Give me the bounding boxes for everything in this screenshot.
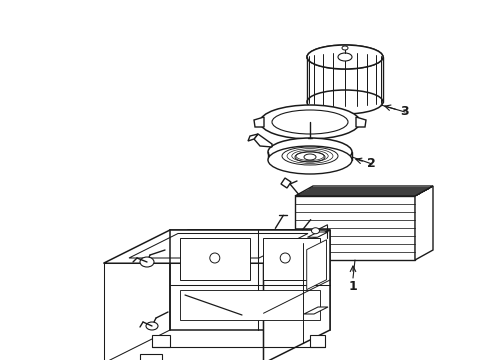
Ellipse shape xyxy=(307,45,383,69)
Polygon shape xyxy=(263,238,320,280)
Polygon shape xyxy=(129,234,308,258)
Polygon shape xyxy=(254,117,264,127)
Ellipse shape xyxy=(268,138,352,166)
Text: 2: 2 xyxy=(367,157,376,170)
Ellipse shape xyxy=(260,105,360,139)
Polygon shape xyxy=(151,335,170,347)
Polygon shape xyxy=(254,134,272,147)
Ellipse shape xyxy=(268,146,352,174)
Polygon shape xyxy=(281,178,291,188)
Ellipse shape xyxy=(272,110,348,134)
Polygon shape xyxy=(356,117,366,127)
Ellipse shape xyxy=(295,152,325,162)
Ellipse shape xyxy=(304,154,316,160)
Text: 1: 1 xyxy=(348,280,357,293)
Ellipse shape xyxy=(307,45,383,69)
Polygon shape xyxy=(180,238,250,280)
Polygon shape xyxy=(180,290,320,320)
Polygon shape xyxy=(415,186,433,260)
Polygon shape xyxy=(264,230,330,360)
Polygon shape xyxy=(304,307,328,314)
Text: 3: 3 xyxy=(400,104,409,117)
Ellipse shape xyxy=(140,257,154,267)
Ellipse shape xyxy=(146,322,158,330)
Polygon shape xyxy=(103,230,330,263)
Polygon shape xyxy=(295,196,415,260)
Ellipse shape xyxy=(280,253,290,263)
Polygon shape xyxy=(307,240,326,290)
Polygon shape xyxy=(295,186,433,196)
Ellipse shape xyxy=(307,90,383,114)
Ellipse shape xyxy=(210,253,220,263)
Ellipse shape xyxy=(282,147,338,165)
Ellipse shape xyxy=(312,228,319,234)
Polygon shape xyxy=(248,134,258,141)
Polygon shape xyxy=(140,354,162,360)
Ellipse shape xyxy=(342,46,348,50)
Polygon shape xyxy=(170,230,330,330)
Polygon shape xyxy=(308,232,328,237)
Ellipse shape xyxy=(338,53,352,61)
Polygon shape xyxy=(310,335,324,347)
